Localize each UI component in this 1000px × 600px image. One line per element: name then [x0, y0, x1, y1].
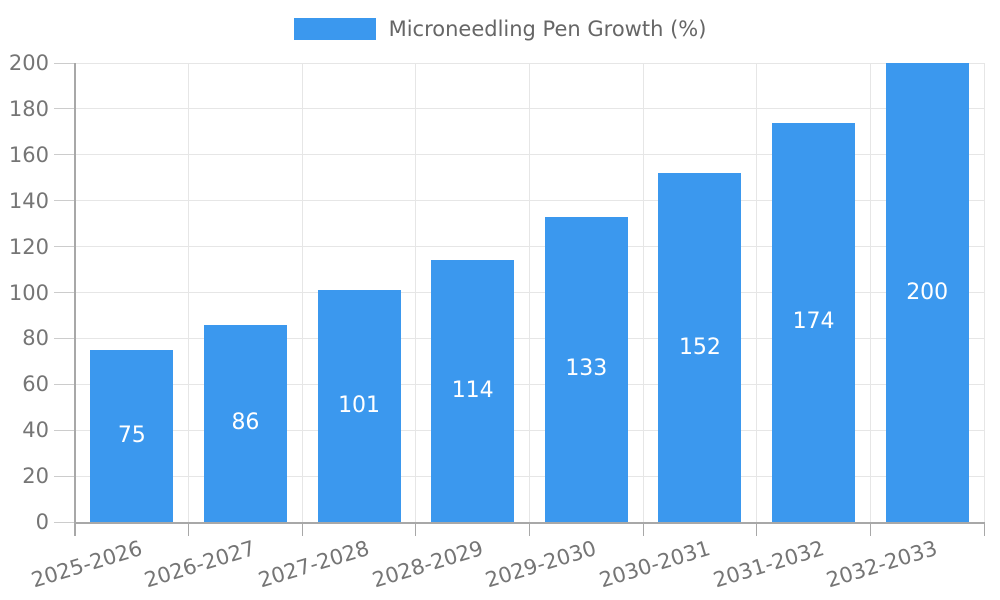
bar-value-label: 152	[678, 334, 721, 360]
bar[interactable]: 152	[658, 173, 742, 522]
x-tick-mark	[301, 522, 303, 536]
bar-value-label: 101	[338, 393, 381, 419]
y-tick-mark	[54, 108, 75, 110]
gridline	[415, 63, 417, 522]
x-tick-mark	[529, 522, 530, 536]
gridline	[301, 63, 303, 522]
bar-value-label: 114	[451, 378, 494, 404]
y-tick-mark	[54, 429, 75, 431]
y-tick-mark	[54, 62, 75, 64]
bar-value-label: 174	[792, 309, 835, 335]
plot-area: 0 20 40 60 80 100 120 140 160 180 200 75 86 101 114 133…	[9, 52, 985, 592]
legend-label: Microneedling Pen Growth (%)	[388, 17, 707, 41]
y-tick-mark	[54, 475, 75, 477]
x-tick-mark	[415, 522, 417, 536]
y-tick-mark	[54, 292, 75, 293]
legend-swatch	[293, 18, 376, 40]
x-tick-mark	[983, 522, 985, 536]
y-tick-mark	[54, 337, 75, 339]
bar-value-label: 86	[231, 410, 260, 436]
y-tick-mark	[54, 200, 75, 202]
y-tick-mark	[54, 154, 75, 156]
y-tick-mark	[54, 521, 75, 523]
x-tick-mark	[869, 522, 871, 536]
y-axis-tick-label: 100	[8, 280, 49, 305]
y-tick-mark	[54, 383, 75, 385]
bar[interactable]: 86	[203, 324, 287, 522]
y-axis-tick-label: 60	[22, 372, 49, 397]
y-axis-tick-label: 0	[35, 510, 49, 534]
x-tick-mark	[756, 522, 758, 536]
x-tick-mark	[188, 522, 190, 536]
y-axis-tick-label: 40	[22, 418, 49, 443]
y-axis-tick-label: 140	[8, 188, 49, 213]
y-axis-tick-label: 20	[22, 464, 49, 489]
bar[interactable]: 114	[431, 260, 515, 522]
bar-value-label: 200	[906, 279, 949, 305]
bar[interactable]: 133	[544, 216, 628, 522]
y-axis-tick-label: 120	[8, 234, 49, 259]
y-axis-tick-label: 80	[22, 326, 49, 351]
y-axis-tick-label: 180	[8, 96, 49, 121]
x-axis-line	[75, 522, 984, 524]
gridline	[756, 63, 758, 522]
gridline	[642, 63, 644, 522]
bar-value-label: 133	[565, 356, 608, 382]
bar[interactable]: 200	[885, 63, 969, 522]
gridline	[983, 63, 985, 522]
y-axis-tick-label: 160	[8, 142, 49, 167]
y-axis-line	[74, 63, 76, 536]
legend[interactable]: Microneedling Pen Growth (%)	[0, 17, 1000, 41]
y-axis-tick-label: 200	[8, 51, 49, 75]
bar[interactable]: 101	[317, 290, 401, 522]
x-tick-mark	[642, 522, 644, 536]
bar[interactable]: 75	[90, 349, 174, 522]
gridline	[188, 63, 190, 522]
bar[interactable]: 174	[772, 122, 856, 522]
y-tick-mark	[54, 246, 75, 248]
bar-value-label: 75	[117, 422, 146, 448]
gridline	[529, 63, 530, 522]
gridline	[869, 63, 871, 522]
